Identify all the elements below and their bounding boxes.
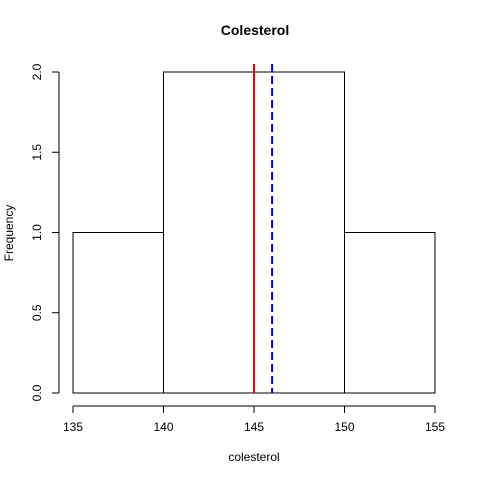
y-tick-label-0: 0.0 — [30, 384, 44, 401]
x-axis-label: colesterol — [228, 450, 279, 464]
x-tick-label-1: 140 — [153, 420, 173, 434]
y-axis: 0.0 0.5 1.0 1.5 2.0 — [30, 63, 60, 401]
histogram-bar-3 — [344, 232, 436, 394]
x-tick-label-0: 135 — [63, 420, 83, 434]
x-tick-label-4: 155 — [425, 420, 445, 434]
x-tick-label-2: 145 — [244, 420, 264, 434]
y-tick-label-3: 1.5 — [30, 144, 44, 161]
histogram-bar-0 — [72, 232, 164, 394]
chart-title: Colesterol — [221, 22, 289, 38]
y-axis-label: Frequency — [2, 205, 16, 262]
x-tick-label-3: 150 — [334, 420, 354, 434]
y-tick-label-4: 2.0 — [30, 63, 44, 80]
y-tick-label-2: 1.0 — [30, 224, 44, 241]
histogram-bars — [72, 71, 436, 394]
histogram-bar-1 — [163, 71, 255, 394]
histogram-bar-2 — [253, 71, 345, 394]
y-tick-label-1: 0.5 — [30, 304, 44, 321]
x-axis: 135 140 145 150 155 — [63, 405, 445, 434]
reference-lines — [253, 64, 274, 393]
